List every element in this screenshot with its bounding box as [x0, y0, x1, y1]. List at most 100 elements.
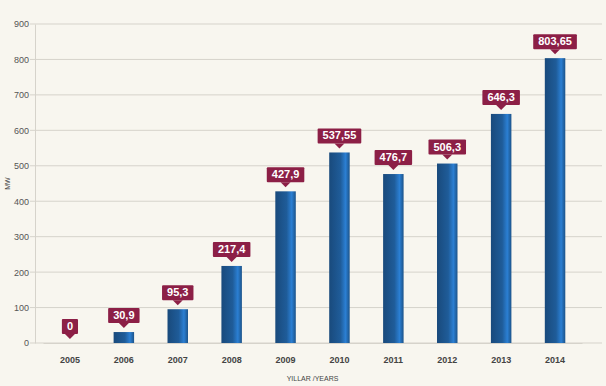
bar: [545, 58, 565, 343]
y-tick-label: 900: [14, 19, 29, 29]
data-label-pointer: [496, 105, 506, 110]
x-tick-label: 2005: [60, 355, 80, 365]
data-label-text: 537,55: [323, 129, 357, 141]
y-tick-label: 400: [14, 197, 29, 207]
data-label: 95,3: [162, 285, 193, 305]
data-label: 427,9: [267, 167, 305, 187]
data-label-box: [62, 319, 78, 334]
data-label-text: 427,9: [272, 168, 300, 180]
data-label-pointer: [281, 182, 291, 187]
y-tick: 800: [14, 55, 35, 65]
data-label-text: 217,4: [218, 243, 246, 255]
x-tick: 2006: [114, 343, 134, 365]
data-label-text: 506,3: [433, 141, 461, 153]
data-label-text: 30,9: [113, 309, 134, 321]
x-tick: 2005: [60, 343, 80, 365]
bar: [114, 332, 134, 343]
x-tick-label: 2011: [384, 355, 404, 365]
grid-line: [30, 201, 602, 202]
data-label-box: [162, 285, 193, 300]
x-tick-label: 2009: [276, 355, 296, 365]
y-tick-label: 800: [14, 55, 29, 65]
bars: [114, 58, 566, 343]
grid-line: [30, 236, 602, 237]
x-tick-label: 2006: [114, 355, 134, 365]
bar: [168, 309, 188, 343]
y-tick: 200: [14, 267, 35, 277]
data-label-pointer: [442, 155, 452, 160]
y-tick: 100: [14, 303, 35, 313]
bar: [329, 152, 349, 343]
data-label-box: [108, 308, 139, 323]
data-label-pointer: [119, 323, 129, 328]
y-tick-label: 100: [14, 303, 29, 313]
x-tick: 2008: [222, 343, 242, 365]
data-label-box: [267, 167, 305, 182]
x-tick-label: 2012: [437, 355, 457, 365]
grid-line: [30, 272, 602, 273]
data-label-pointer: [65, 334, 75, 339]
data-label-pointer: [227, 257, 237, 262]
background: [0, 0, 606, 386]
x-tick-label: 2008: [222, 355, 242, 365]
grid: [30, 24, 602, 343]
x-axis-line: [44, 343, 583, 344]
y-tick: 700: [14, 90, 35, 100]
x-tick: 2014: [545, 343, 565, 365]
bar: [60, 343, 80, 344]
data-label-box: [482, 90, 520, 105]
chart: 0 100 200 300 400 500 600 700 800 900 2005 2006 2007…: [0, 0, 606, 386]
data-label-box: [428, 140, 466, 155]
data-label-box: [318, 128, 362, 143]
data-label: 0: [62, 319, 78, 339]
x-tick: 2007: [168, 343, 188, 365]
grid-line: [30, 24, 602, 25]
x-tick-label: 2013: [491, 355, 511, 365]
y-axis-line: [35, 25, 36, 344]
data-label-pointer: [173, 300, 183, 305]
bar: [437, 164, 457, 343]
data-label-box: [533, 34, 577, 49]
data-label-pointer: [388, 165, 398, 170]
x-tick-label: 2014: [545, 355, 565, 365]
bar: [221, 266, 241, 343]
y-tick-label: 200: [14, 267, 29, 277]
data-label-text: 803,65: [538, 35, 572, 47]
data-label: 646,3: [482, 90, 520, 110]
y-tick: 900: [14, 19, 35, 29]
data-label: 803,65: [533, 34, 577, 54]
data-labels: 0 30,9 95,3 217,4 427,9 537,55 476,7 506,3 646,3…: [62, 34, 577, 339]
data-label-text: 95,3: [167, 286, 188, 298]
y-tick-label: 300: [14, 232, 29, 242]
grid-line: [30, 130, 602, 131]
data-label-pointer: [550, 49, 560, 54]
data-label-text: 0: [67, 320, 73, 332]
data-label-box: [213, 242, 251, 257]
data-label: 537,55: [318, 128, 362, 148]
x-tick: 2013: [491, 343, 511, 365]
data-label: 506,3: [428, 140, 466, 160]
data-label-pointer: [334, 143, 344, 148]
y-tick-label: 600: [14, 126, 29, 136]
grid-line: [30, 165, 602, 166]
data-label-text: 646,3: [487, 91, 515, 103]
grid-line: [30, 59, 602, 60]
x-tick: 2011: [384, 343, 404, 365]
y-tick-label: 700: [14, 90, 29, 100]
x-axis-title: YILLAR /YEARS: [287, 375, 339, 382]
bar: [383, 174, 403, 343]
y-tick: 300: [14, 232, 35, 242]
grid-line: [30, 307, 602, 308]
bar: [275, 191, 295, 343]
x-tick: 2010: [329, 343, 349, 365]
x-tick-label: 2010: [329, 355, 349, 365]
y-tick-label: 500: [14, 161, 29, 171]
y-axis: 0100200300400500600700800900: [14, 19, 36, 348]
y-tick: 600: [14, 126, 35, 136]
bar: [491, 114, 511, 343]
x-axis: 2005 2006 2007 2008 2009 2010 2011 2012 2013 2014: [44, 343, 583, 365]
y-axis-title: MW: [4, 177, 11, 190]
x-tick-label: 2007: [168, 355, 188, 365]
data-label: 30,9: [108, 308, 139, 328]
data-label: 476,7: [375, 150, 413, 170]
